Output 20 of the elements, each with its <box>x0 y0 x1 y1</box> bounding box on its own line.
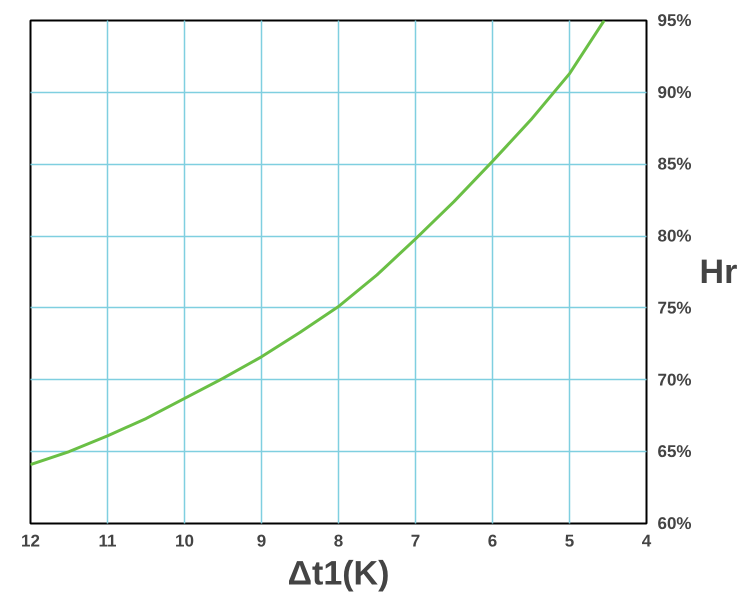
y-tick-label: 65% <box>658 442 692 462</box>
y-tick-label: 75% <box>658 298 692 318</box>
y-tick-label: 80% <box>658 226 692 246</box>
line-series <box>30 20 606 466</box>
x-tick-label: 8 <box>334 532 344 550</box>
y-tick-label: 95% <box>658 11 692 30</box>
x-tick-label: 5 <box>564 532 574 550</box>
x-tick-label: 9 <box>256 532 266 550</box>
x-tick-label: 11 <box>98 532 116 550</box>
x-tick-label: 10 <box>175 532 194 550</box>
x-tick-label: 7 <box>410 532 420 550</box>
y-tick-label: 85% <box>658 154 692 174</box>
y-axis-title: Hr <box>700 253 738 291</box>
y-tick-label: 90% <box>658 82 692 102</box>
x-tick-label: 12 <box>21 532 40 550</box>
x-tick-label: 4 <box>642 532 652 550</box>
y-tick-label: 60% <box>658 514 692 533</box>
x-tick-label: 6 <box>488 532 498 550</box>
x-axis-title: Δt1(K) <box>288 554 390 592</box>
y-tick-label: 70% <box>658 370 692 390</box>
